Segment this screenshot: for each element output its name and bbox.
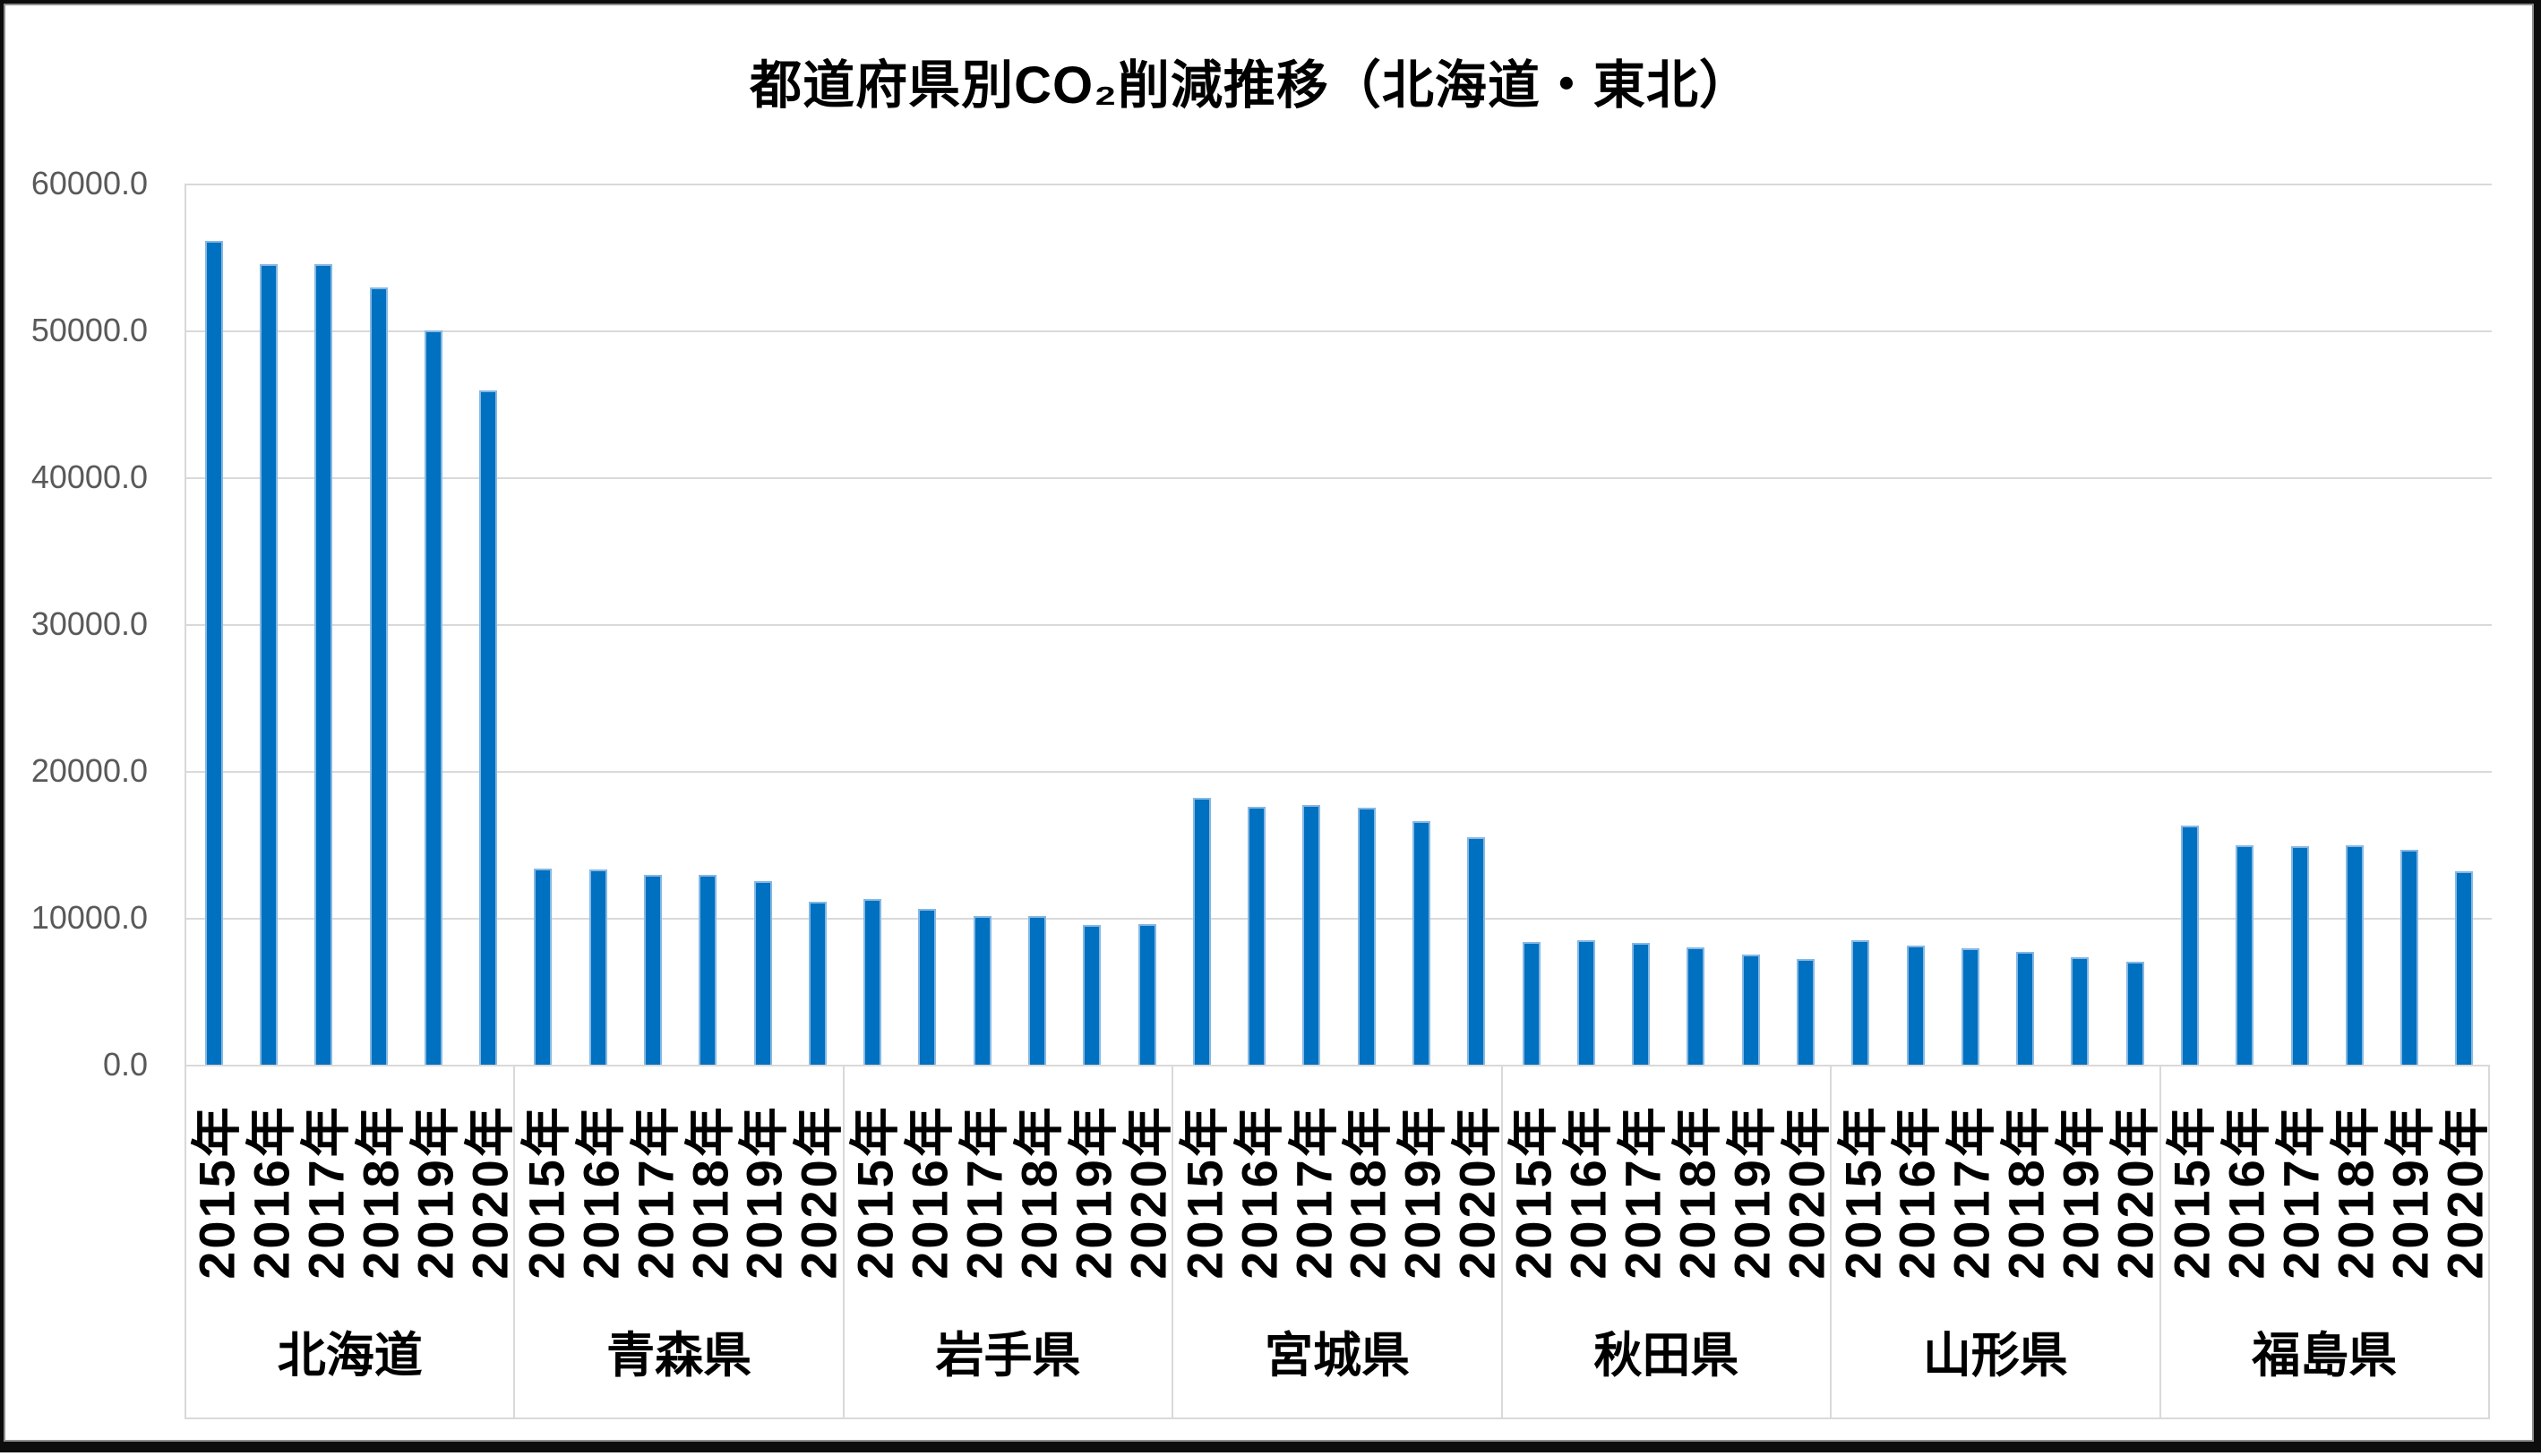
bar[interactable] <box>2071 957 2090 1065</box>
bar[interactable] <box>259 264 278 1065</box>
bar[interactable] <box>808 901 827 1065</box>
bar[interactable] <box>2400 849 2419 1065</box>
bar[interactable] <box>1687 946 1705 1065</box>
bar[interactable] <box>1906 946 1925 1065</box>
category-cell: 2015年 2016年 2017年 2018年 2019年 2020年 岩手県 <box>842 1066 1176 1417</box>
bar[interactable] <box>1192 797 1211 1065</box>
category-cell: 2015年 2016年 2017年 2018年 2019年 2020年 福島県 <box>2159 1066 2493 1417</box>
y-axis-tick-label: 30000.0 <box>30 605 148 642</box>
bar[interactable] <box>1412 820 1430 1065</box>
bar[interactable] <box>2455 870 2474 1065</box>
bar[interactable] <box>1522 942 1541 1065</box>
bar[interactable] <box>479 390 498 1065</box>
category-label: 北海道 <box>277 1329 423 1383</box>
y-axis-tick-label: 40000.0 <box>30 458 148 495</box>
bar[interactable] <box>1137 923 1156 1065</box>
chart-title: 都道府県別CO₂削減推移（北海道・東北） <box>750 56 1752 115</box>
bar[interactable] <box>1576 939 1595 1065</box>
category-cell: 2015年 2016年 2017年 2018年 2019年 2020年 山形県 <box>1830 1066 2164 1417</box>
x-tick-year-label: 2020年 <box>2436 1104 2493 1280</box>
bar[interactable] <box>753 881 772 1065</box>
gridline <box>186 184 2492 185</box>
y-axis-tick-label: 50000.0 <box>30 312 148 348</box>
bar[interactable] <box>534 869 553 1065</box>
category-cell: 2015年 2016年 2017年 2018年 2019年 2020年 秋田県 <box>1500 1066 1834 1417</box>
bar[interactable] <box>424 330 442 1065</box>
y-axis-tick-label: 60000.0 <box>30 165 148 201</box>
category-label: 青森県 <box>606 1329 752 1383</box>
bar[interactable] <box>1248 807 1266 1065</box>
bar[interactable] <box>1027 916 1046 1065</box>
bar[interactable] <box>2236 844 2254 1065</box>
category-label: 福島県 <box>2252 1329 2398 1383</box>
bar[interactable] <box>2180 825 2199 1065</box>
bar[interactable] <box>1961 948 1979 1065</box>
bar[interactable] <box>369 287 388 1065</box>
bar[interactable] <box>1741 955 1760 1065</box>
bar[interactable] <box>1302 804 1321 1065</box>
gridline <box>186 477 2492 479</box>
bar[interactable] <box>314 264 333 1065</box>
bar[interactable] <box>1083 925 1102 1065</box>
bar[interactable] <box>699 874 717 1065</box>
bar[interactable] <box>1851 940 1870 1065</box>
y-axis: 60000.0 50000.0 40000.0 30000.0 20000.0 10000… <box>4 4 148 1456</box>
bar[interactable] <box>2345 844 2364 1065</box>
bar[interactable] <box>918 909 937 1065</box>
category-label: 山形県 <box>1922 1329 2068 1383</box>
bar[interactable] <box>1357 808 1376 1065</box>
bar[interactable] <box>643 874 662 1065</box>
y-axis-tick-label: 0.0 <box>102 1046 148 1083</box>
bar[interactable] <box>863 898 882 1065</box>
bar[interactable] <box>973 916 992 1065</box>
category-cell: 2015年 2016年 2017年 2018年 2019年 2020年 青森県 <box>513 1066 847 1417</box>
category-cell: 2015年 2016年 2017年 2018年 2019年 2020年 北海道 <box>186 1066 519 1417</box>
category-label: 秋田県 <box>1593 1329 1739 1383</box>
bar[interactable] <box>204 240 223 1065</box>
bar[interactable] <box>2290 845 2309 1065</box>
bar[interactable] <box>1796 958 1815 1065</box>
plot-area <box>185 184 2492 1065</box>
category-cell: 2015年 2016年 2017年 2018年 2019年 2020年 宮城県 <box>1172 1066 1506 1417</box>
category-label: 岩手県 <box>935 1329 1081 1383</box>
x-axis: 2015年 2016年 2017年 2018年 2019年 2020年 北海道 2015年 20… <box>185 1065 2493 1419</box>
gridline <box>186 771 2492 773</box>
bar[interactable] <box>2125 962 2144 1065</box>
gridline <box>186 624 2492 626</box>
bar[interactable] <box>1632 942 1651 1065</box>
bar[interactable] <box>588 869 607 1065</box>
gridline <box>186 918 2492 920</box>
y-axis-tick-label: 10000.0 <box>30 899 148 936</box>
bar[interactable] <box>2016 951 2035 1065</box>
y-axis-tick-label: 20000.0 <box>30 752 148 789</box>
gridline <box>186 330 2492 332</box>
category-label: 宮城県 <box>1264 1329 1410 1383</box>
bar[interactable] <box>1467 836 1486 1065</box>
